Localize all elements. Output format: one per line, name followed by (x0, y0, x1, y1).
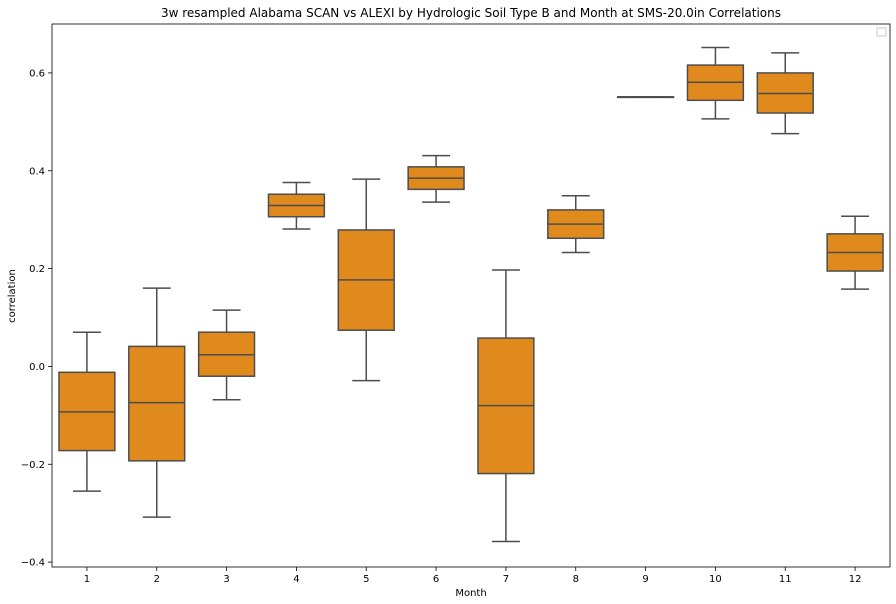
box-month-3 (197, 309, 256, 401)
plot-area (51, 23, 891, 568)
y-tick-label: −0.2 (21, 460, 45, 471)
legend-box (876, 27, 887, 37)
box-month-1 (58, 331, 116, 492)
y-axis: −0.4 −0.2 0.0 0.2 0.4 0.6 (21, 68, 52, 569)
box-month-11 (756, 52, 814, 135)
x-tick-label: 8 (573, 574, 579, 585)
box-month-4 (267, 181, 326, 230)
y-tick-label: 0.2 (29, 264, 45, 275)
box-month-10 (686, 46, 745, 120)
iqr-box (128, 345, 186, 462)
box-month-9 (616, 96, 675, 99)
x-tick-label: 12 (849, 574, 862, 585)
x-tick-label: 3 (223, 574, 229, 585)
box-month-12 (826, 215, 884, 290)
x-tick-label: 9 (642, 574, 648, 585)
x-tick-label: 2 (154, 574, 160, 585)
x-tick-label: 5 (363, 574, 369, 585)
x-tick-label: 11 (779, 574, 792, 585)
x-tick-label: 6 (433, 574, 439, 585)
x-tick-label: 7 (503, 574, 509, 585)
box-month-7 (477, 269, 535, 543)
x-axis: 1 2 3 4 5 6 7 8 9 10 11 12 (84, 567, 862, 585)
x-tick-label: 1 (84, 574, 90, 585)
plot-frame (51, 23, 891, 568)
y-tick-label: 0.0 (29, 362, 45, 373)
box-month-2 (128, 287, 186, 518)
y-tick-label: 0.4 (29, 166, 45, 177)
box-month-8 (547, 194, 605, 254)
x-axis-label: Month (455, 588, 486, 599)
y-axis-label: correlation (7, 269, 18, 323)
box-month-5 (337, 178, 395, 382)
box-month-6 (407, 154, 465, 203)
y-tick-label: 0.6 (29, 68, 45, 79)
x-tick-label: 4 (293, 574, 299, 585)
x-tick-label: 10 (709, 574, 722, 585)
y-tick-label: −0.4 (21, 558, 45, 569)
chart-title: 3w resampled Alabama SCAN vs ALEXI by Hy… (161, 6, 781, 20)
